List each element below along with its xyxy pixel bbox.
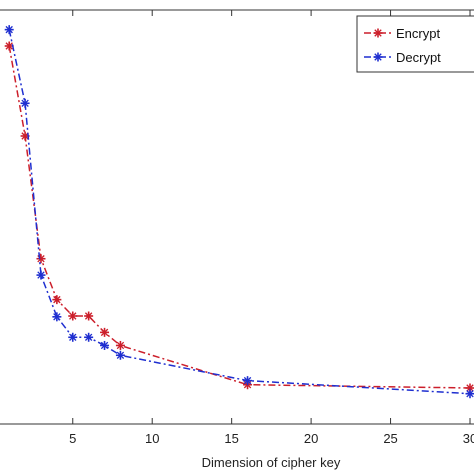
data-point-encrypt (100, 327, 110, 337)
x-tick-label: 30 (463, 431, 474, 446)
series-decrypt (4, 25, 474, 399)
data-point-decrypt (52, 312, 62, 322)
series-layer (4, 25, 474, 399)
data-point-encrypt (36, 254, 46, 264)
data-point-decrypt (115, 350, 125, 360)
legend-marker-decrypt (373, 52, 383, 62)
marker-stroke (243, 376, 252, 385)
data-point-encrypt (52, 295, 62, 305)
marker-stroke (466, 390, 474, 398)
marker-stroke (100, 328, 109, 337)
marker-stroke (84, 333, 93, 341)
marker-stroke (69, 333, 77, 341)
series-encrypt (4, 41, 474, 393)
x-ticks: 5 10 15 20 25 30 (69, 10, 474, 446)
series-line-decrypt (8, 29, 471, 395)
data-point-decrypt (68, 332, 78, 342)
x-tick-label: 25 (383, 431, 397, 446)
marker-stroke (116, 351, 125, 359)
marker-stroke (374, 29, 382, 37)
x-tick-label: 15 (224, 431, 238, 446)
x-tick-label: 10 (145, 431, 159, 446)
data-point-decrypt (84, 332, 94, 342)
marker-stroke (69, 312, 77, 320)
legend-box (356, 15, 474, 73)
x-tick-label: 20 (304, 431, 318, 446)
data-point-decrypt (243, 376, 253, 386)
marker-stroke (53, 313, 61, 321)
marker-stroke (5, 25, 13, 34)
data-point-decrypt (20, 98, 30, 108)
marker-stroke (84, 312, 93, 320)
x-axis-label: Dimension of cipher key (202, 455, 341, 470)
marker-stroke (116, 341, 125, 350)
legend-label-encrypt: Encrypt (396, 26, 440, 41)
legend-marker-encrypt (373, 28, 383, 38)
marker-stroke (37, 255, 45, 263)
data-point-decrypt (4, 25, 14, 35)
marker-stroke (100, 341, 109, 350)
marker-stroke (466, 384, 474, 392)
series-line-encrypt (8, 45, 471, 389)
marker-stroke (37, 271, 45, 279)
marker-stroke (374, 53, 382, 61)
marker-stroke (21, 99, 29, 107)
marker-stroke (5, 42, 13, 50)
data-point-encrypt (68, 311, 78, 321)
x-tick-label: 5 (69, 431, 76, 446)
marker-stroke (53, 295, 61, 304)
data-point-decrypt (465, 389, 474, 399)
data-point-decrypt (100, 340, 110, 350)
legend: Encrypt Decrypt (356, 15, 474, 73)
data-point-decrypt (36, 270, 46, 280)
data-point-encrypt (115, 340, 125, 350)
legend-label-decrypt: Decrypt (396, 50, 441, 65)
data-point-encrypt (84, 311, 94, 321)
